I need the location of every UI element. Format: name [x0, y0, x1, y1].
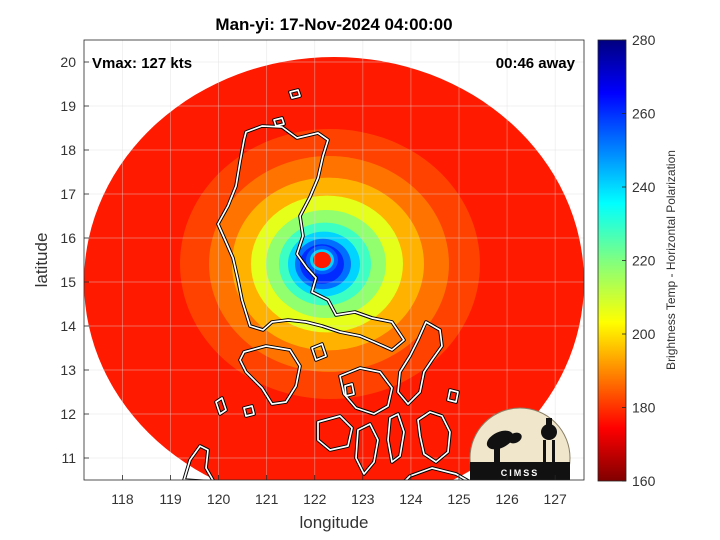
y-tick-label: 17 — [60, 186, 76, 202]
cimss-logo: CIMSS — [469, 407, 571, 480]
coastline-layer — [182, 88, 471, 480]
colorbar-tick-label: 220 — [632, 253, 656, 269]
x-tick-label: 127 — [543, 491, 567, 507]
colorbar-tick-label: 160 — [632, 473, 656, 489]
grid-lines — [84, 40, 584, 480]
storm-eye — [314, 253, 329, 267]
y-tick-label: 20 — [60, 54, 76, 70]
colorbar-tick-label: 180 — [632, 400, 656, 416]
water-tower-icon — [541, 418, 557, 464]
chart-title: Man-yi: 17-Nov-2024 04:00:00 — [215, 15, 452, 34]
x-tick-label: 123 — [351, 491, 375, 507]
y-tick-label: 11 — [61, 450, 76, 466]
time-away-annotation: 00:46 away — [496, 55, 576, 72]
satellite-dish-icon — [486, 430, 522, 462]
plot-area: CIMSS Vmax: 127 kts 00:46 away — [83, 39, 585, 481]
colorbar-tick-label: 200 — [632, 326, 656, 342]
colorbar-tick-label: 260 — [632, 106, 656, 122]
y-tick-label: 16 — [60, 230, 76, 246]
y-axis: 11 12 13 14 15 16 17 18 19 20 — [60, 54, 89, 466]
colorbar-ticks: 160 180 200 220 240 260 280 — [622, 32, 656, 489]
plot-frame — [83, 39, 585, 481]
logo-text: CIMSS — [501, 468, 540, 478]
x-axis-label: longitude — [299, 513, 368, 532]
y-axis-label: latitude — [32, 233, 51, 288]
y-tick-label: 18 — [60, 142, 76, 158]
x-tick-label: 120 — [207, 491, 231, 507]
x-tick-label: 124 — [399, 491, 423, 507]
vmax-annotation: Vmax: 127 kts — [92, 55, 192, 72]
x-tick-label: 118 — [111, 491, 134, 507]
colorbar-tick-label: 280 — [632, 32, 656, 48]
y-tick-label: 15 — [60, 274, 76, 290]
x-tick-label: 125 — [447, 491, 471, 507]
x-axis: 118 119 120 121 122 123 124 125 126 127 — [111, 475, 567, 507]
y-tick-label: 13 — [60, 362, 76, 378]
x-tick-label: 126 — [495, 491, 519, 507]
y-tick-label: 12 — [60, 406, 76, 422]
colorbar-tick-label: 240 — [632, 179, 656, 195]
colorbar: 160 180 200 220 240 260 280 Brightness Temp - … — [597, 32, 678, 489]
x-tick-label: 122 — [303, 491, 327, 507]
y-tick-label: 14 — [60, 318, 76, 334]
colorbar-gradient — [597, 39, 627, 482]
x-tick-label: 119 — [159, 491, 182, 507]
x-tick-label: 121 — [255, 491, 279, 507]
y-tick-label: 19 — [60, 98, 76, 114]
colorbar-label: Brightness Temp - Horizontal Polarizatio… — [664, 150, 678, 370]
